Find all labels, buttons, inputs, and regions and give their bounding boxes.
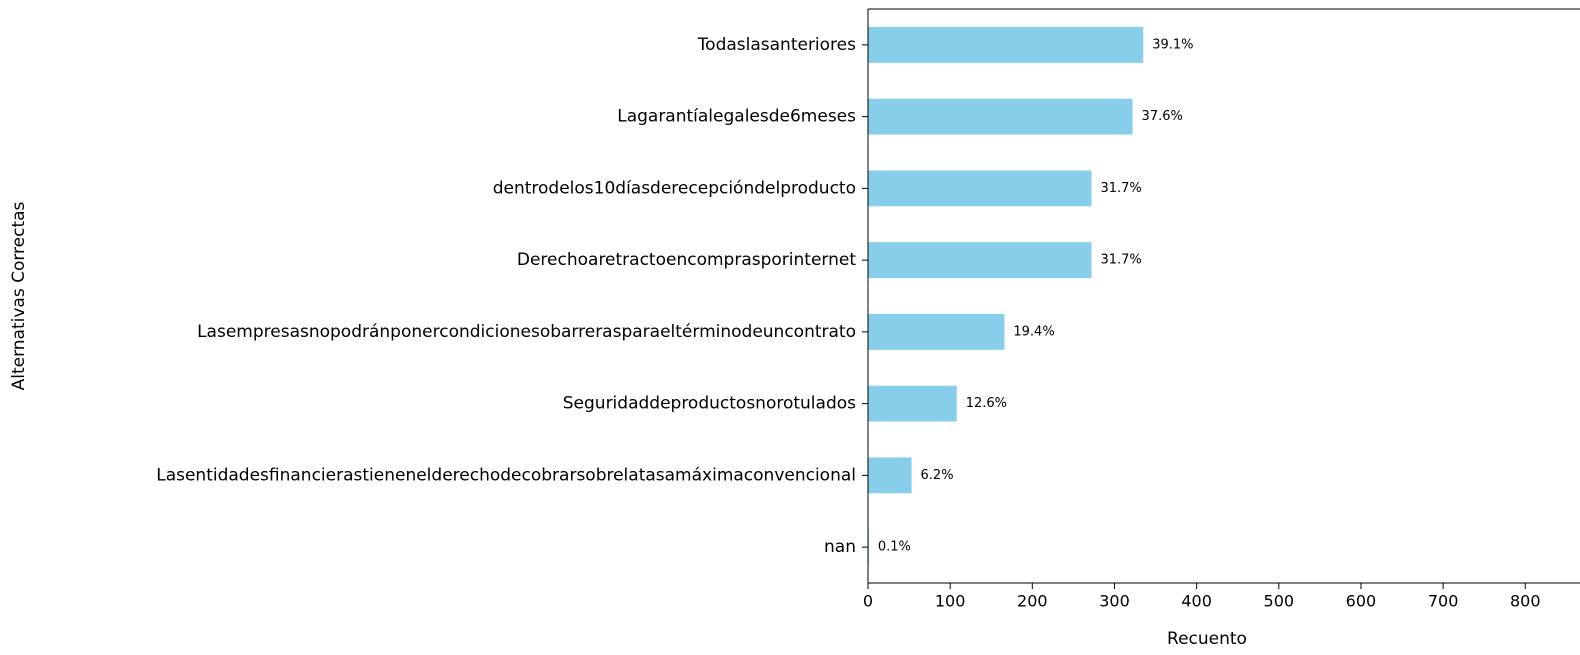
- bar: [868, 385, 957, 422]
- y-tick-label: Seguridaddeproductosnorotulados: [563, 394, 856, 414]
- y-axis-label: Alternativas Correctas: [9, 201, 29, 390]
- x-tick-label: 300: [1099, 592, 1130, 611]
- y-tick-label: nan: [824, 537, 856, 557]
- y-tick-label: Todaslasanteriores: [697, 35, 856, 55]
- bar-annotation: 6.2%: [921, 468, 954, 483]
- bar: [868, 242, 1092, 279]
- bar-annotation: 12.6%: [966, 396, 1007, 411]
- bar-annotation: 39.1%: [1152, 37, 1193, 52]
- x-tick-label: 100: [935, 592, 966, 611]
- x-tick-label: 700: [1428, 592, 1459, 611]
- x-tick-label: 500: [1264, 592, 1295, 611]
- y-tick-label: Lagarantíalegalesde6meses: [617, 107, 856, 127]
- x-tick-label: 600: [1346, 592, 1377, 611]
- y-tick-label: Lasempresasnopodránponercondicionesobarr…: [197, 322, 856, 342]
- bar: [868, 98, 1133, 135]
- y-tick-label: dentrodelos10díasderecepcióndelproducto: [493, 178, 856, 198]
- y-tick-label: Derechoaretractoencomprasporinternet: [517, 250, 856, 270]
- bar: [868, 457, 912, 494]
- bar-annotation: 31.7%: [1100, 253, 1141, 268]
- x-axis-label: Recuento: [1167, 629, 1247, 649]
- x-tick-label: 200: [1017, 592, 1048, 611]
- bar-annotation: 31.7%: [1100, 181, 1141, 196]
- x-tick-label: 400: [1181, 592, 1212, 611]
- bar: [868, 26, 1144, 63]
- x-tick-label: 0: [863, 592, 873, 611]
- x-tick-label: 800: [1510, 592, 1541, 611]
- bar-annotation: 19.4%: [1013, 324, 1054, 339]
- bar: [868, 313, 1005, 350]
- bar-annotation: 0.1%: [878, 540, 911, 555]
- bar-annotation: 37.6%: [1142, 109, 1183, 124]
- y-tick-label: Lasentidadesfinancierastienenelderechode…: [156, 465, 856, 485]
- bar: [868, 170, 1092, 207]
